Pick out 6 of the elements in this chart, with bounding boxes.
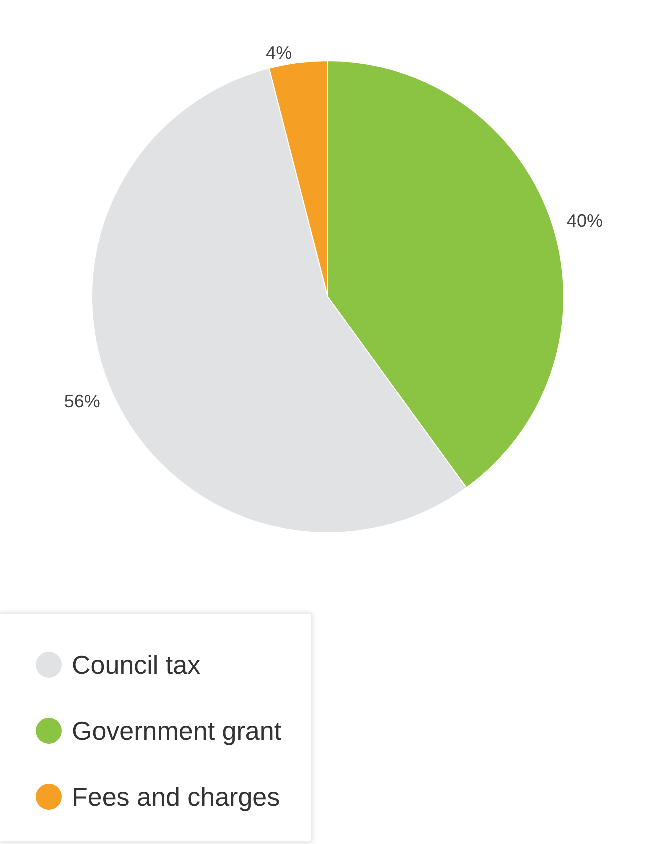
legend-label: Government grant — [72, 716, 282, 746]
data-label: 4% — [266, 42, 292, 63]
data-label: 40% — [566, 210, 603, 231]
data-label: 56% — [64, 392, 100, 412]
legend-label: Council tax — [72, 650, 201, 680]
legend-label: Fees and charges — [72, 782, 280, 812]
